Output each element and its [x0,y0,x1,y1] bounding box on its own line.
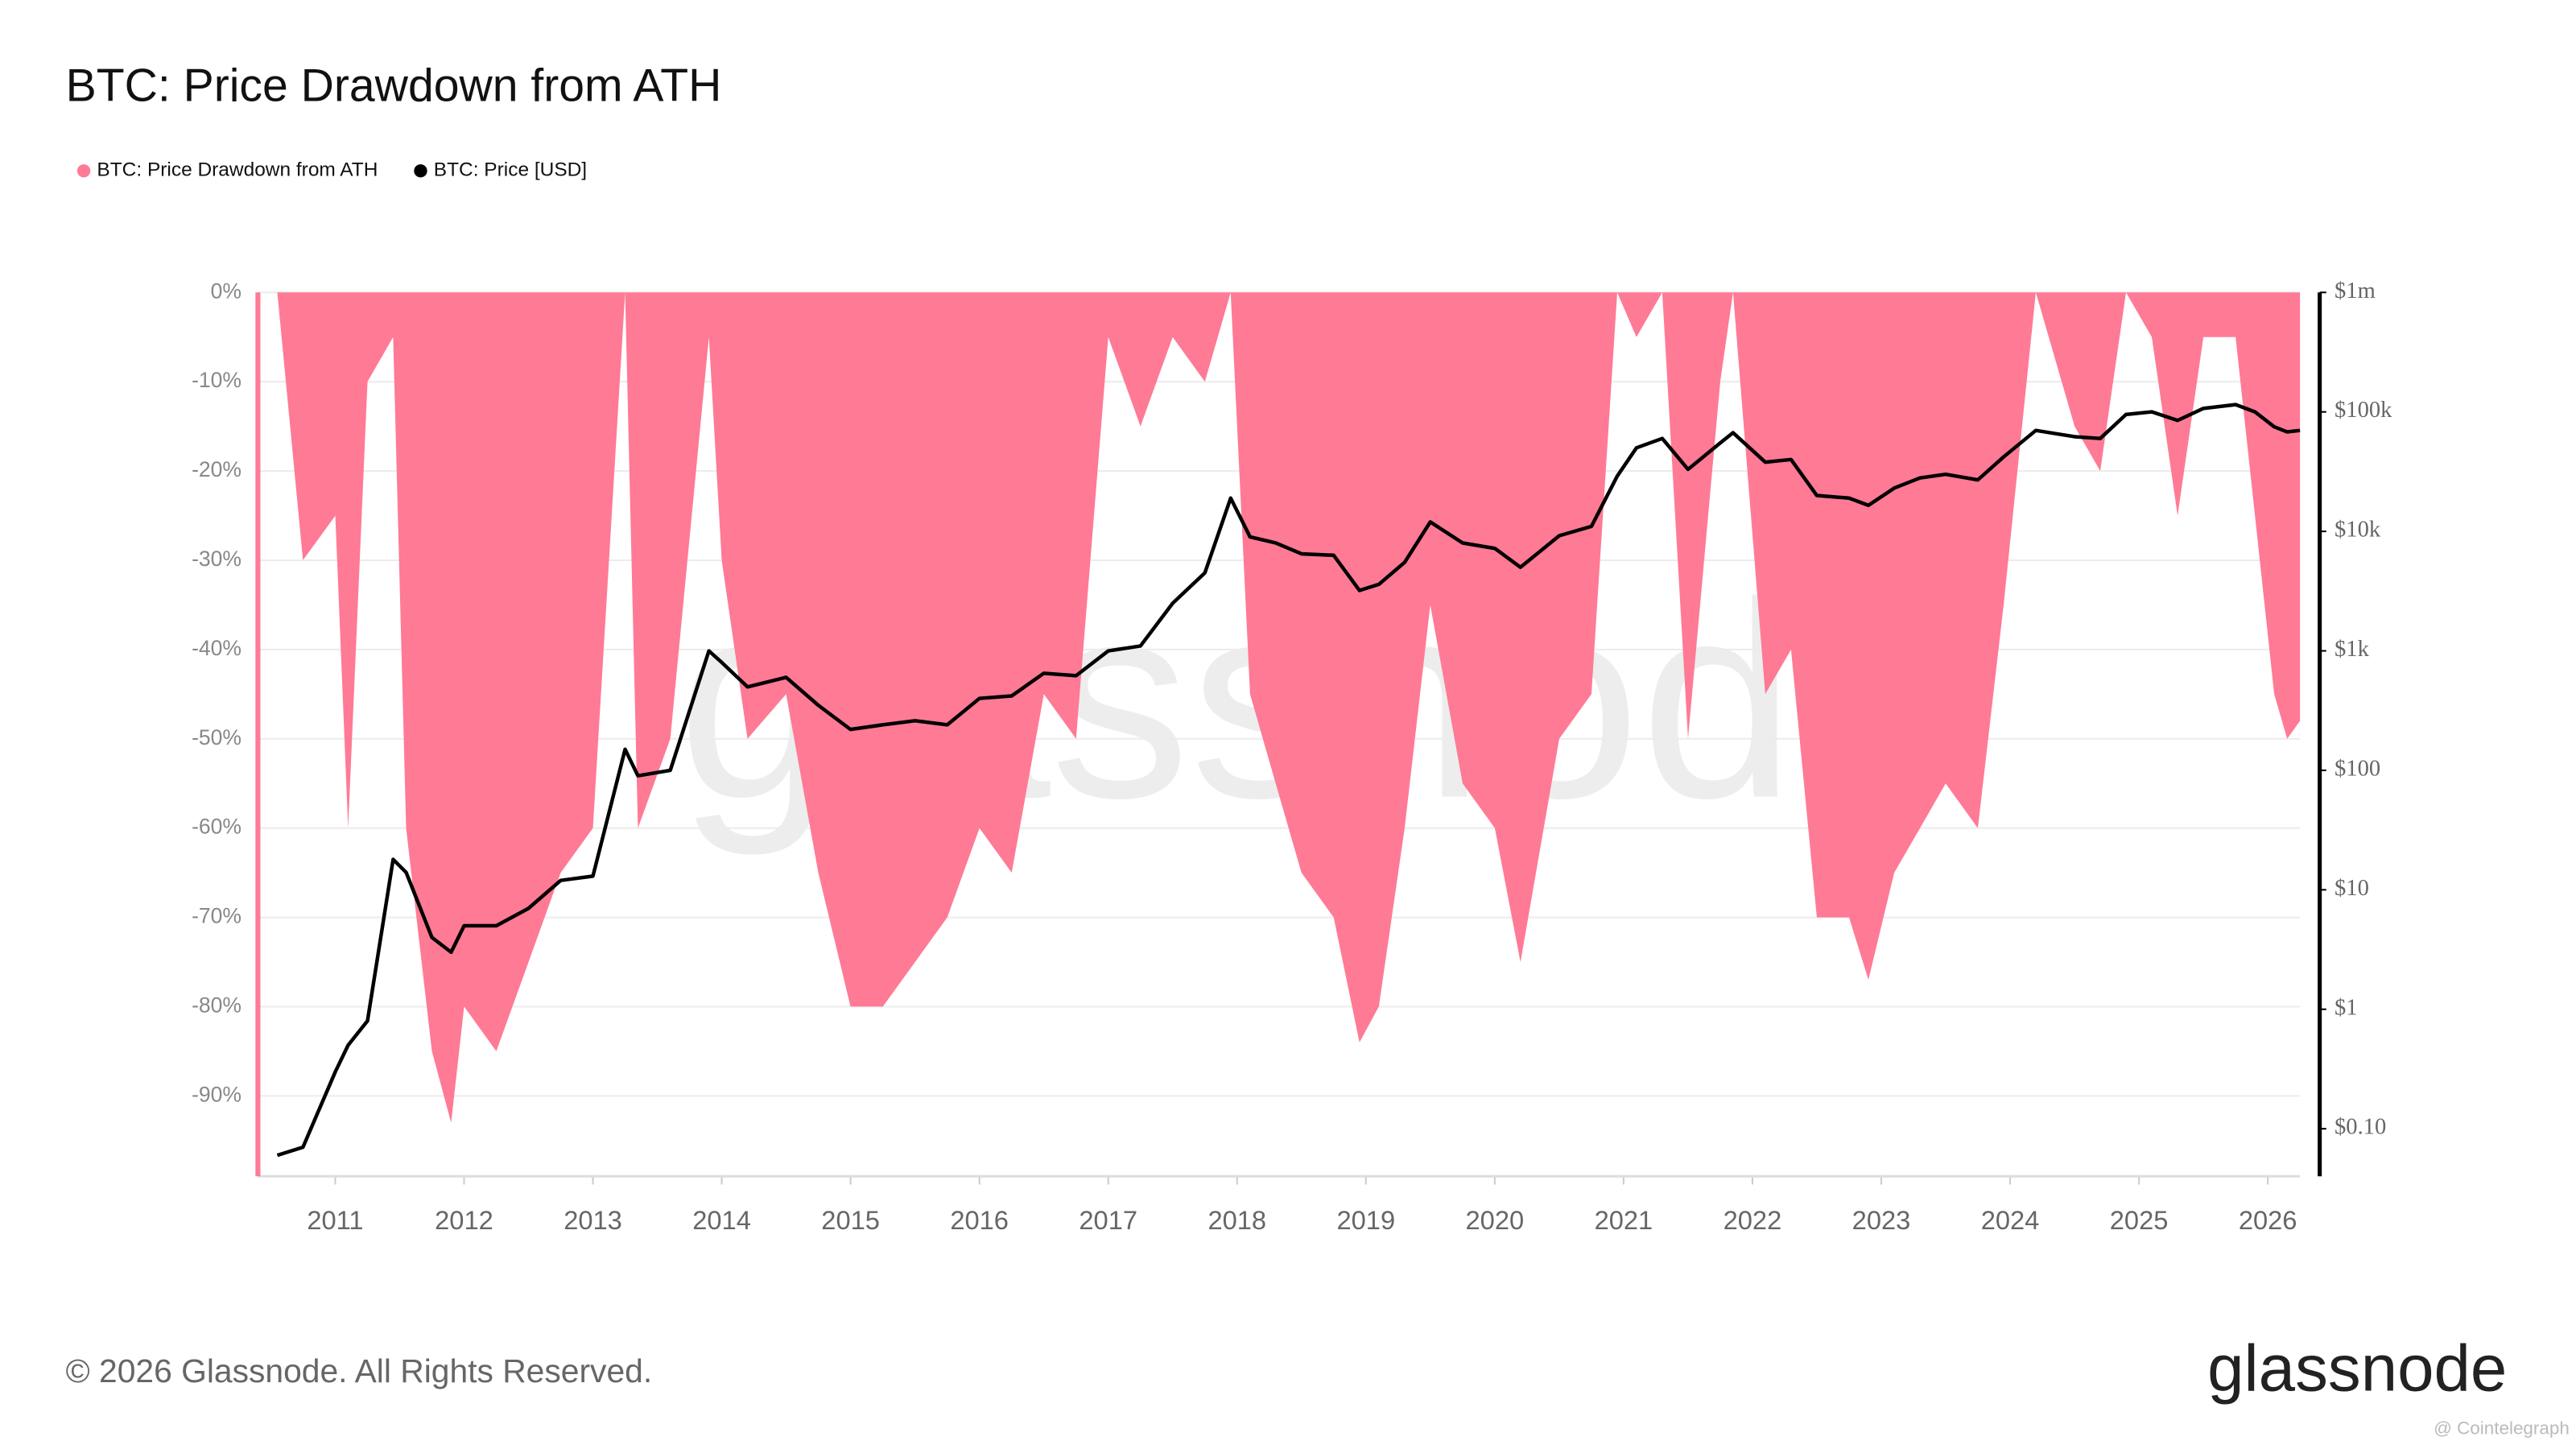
x-tick-label: 2017 [1079,1205,1137,1235]
y-tick-label: 0% [211,279,242,303]
legend-label: BTC: Price [USD] [434,159,587,181]
chart-title: BTC: Price Drawdown from ATH [66,60,722,111]
x-tick-label: 2018 [1208,1205,1266,1235]
area [277,292,2301,1123]
x-tick-label: 2015 [821,1205,880,1235]
y-tick-label: -70% [192,904,242,928]
y2-tick-label: $10k [2334,518,2381,543]
x-tick-label: 2013 [564,1205,622,1235]
logo: glassnode [2207,1332,2507,1406]
legend-swatch [414,164,427,178]
line [276,402,2301,1158]
x-tick-label: 2021 [1595,1205,1653,1235]
y2-tick-label: $1 [2334,995,2358,1020]
y-tick-label: -10% [192,368,242,392]
y2-tick-label: $100 [2334,756,2380,781]
y-tick-label: -40% [192,636,242,660]
x-tick-label: 2026 [2239,1205,2297,1235]
x-tick-label: 2012 [435,1205,493,1235]
x-tick-label: 2025 [2110,1205,2169,1235]
y2-tick-label: $0.10 [2334,1115,2386,1140]
x-tick-label: 2014 [692,1205,751,1235]
x-tick-label: 2020 [1466,1205,1525,1235]
y-tick-label: -50% [192,725,242,749]
x-tick-label: 2019 [1336,1205,1395,1235]
footer: © 2026 Glassnode. All Rights Reserved. [66,1352,653,1389]
credit: @ Cointelegraph [2434,1418,2570,1438]
y-tick-label: -90% [192,1082,242,1106]
y-tick-label: -60% [192,815,242,839]
y-tick-label: -30% [192,547,242,571]
y2-tick-label: $100k [2334,398,2392,423]
x-tick-label: 2024 [1981,1205,2040,1235]
y2-tick-label: $10 [2334,876,2369,901]
x-tick-label: 2016 [950,1205,1009,1235]
x-tick-label: 2011 [307,1205,363,1235]
x-tick-label: 2023 [1852,1205,1911,1235]
x-tick-label: 2022 [1724,1205,1782,1235]
y-tick-label: -80% [192,993,242,1018]
y2-tick-label: $1k [2334,637,2370,662]
legend-swatch [76,164,91,178]
y2-tick-label: $1m [2334,279,2376,303]
y-tick-label: -20% [192,457,242,481]
legend-label: BTC: Price Drawdown from ATH [97,159,378,181]
